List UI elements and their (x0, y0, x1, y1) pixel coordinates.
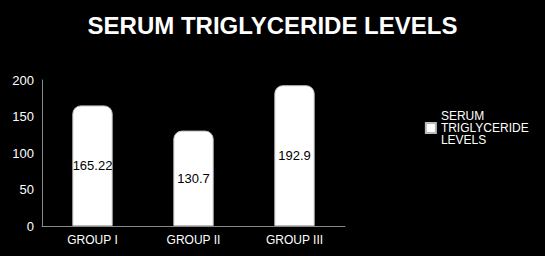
svg-text:0: 0 (27, 219, 34, 234)
svg-text:LEVELS: LEVELS (441, 133, 486, 147)
svg-text:GROUP I: GROUP I (67, 233, 117, 247)
svg-text:TRIGLYCERIDE: TRIGLYCERIDE (440, 121, 532, 135)
svg-text:150: 150 (12, 109, 34, 124)
svg-text:SERUM: SERUM (440, 109, 488, 123)
svg-text:GROUP III: GROUP III (266, 233, 323, 247)
svg-text:SERUM TRIGLYCERIDE LEVELS: SERUM TRIGLYCERIDE LEVELS (88, 12, 458, 39)
svg-text:GROUP II: GROUP II (167, 233, 221, 247)
svg-text:50: 50 (20, 182, 34, 197)
svg-text:130.7: 130.7 (177, 171, 210, 186)
svg-text:200: 200 (12, 73, 34, 88)
svg-text:165.22: 165.22 (73, 158, 113, 173)
svg-text:192.9: 192.9 (278, 148, 311, 163)
svg-text:100: 100 (12, 146, 34, 161)
